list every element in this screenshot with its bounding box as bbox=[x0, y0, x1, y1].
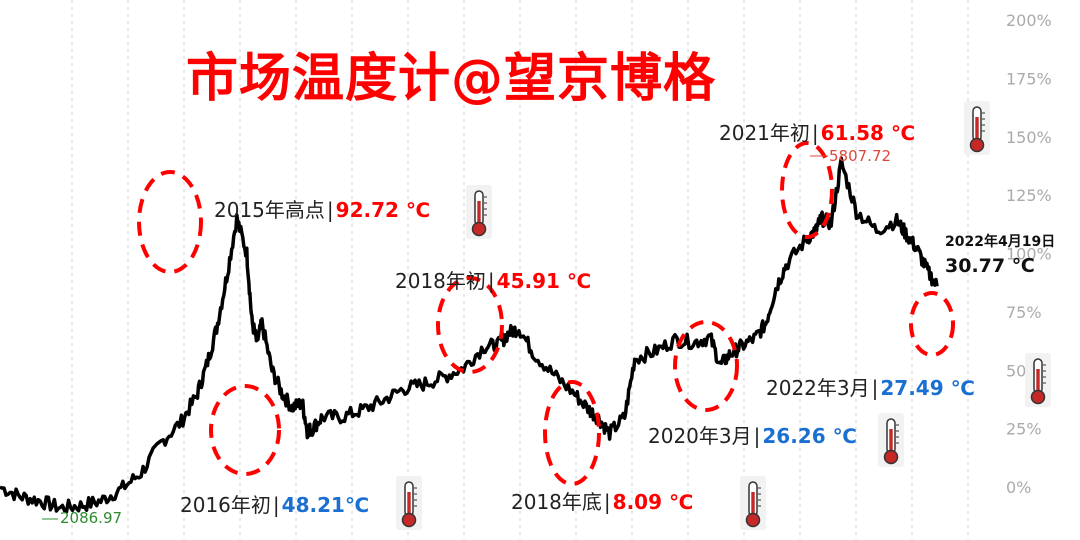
thermometer-icon bbox=[396, 476, 422, 530]
ellipse-2018-top bbox=[436, 276, 504, 374]
y-tick-label: 175% bbox=[1006, 69, 1052, 88]
title-text: 市场温度计@望京博格 bbox=[186, 49, 717, 109]
chart-title: 市场温度计@望京博格 bbox=[186, 36, 716, 111]
annotation-value: 61.58 ℃ bbox=[820, 121, 916, 145]
annotation-label: 2018年初 bbox=[395, 269, 486, 293]
annotation-value: 8.09 ℃ bbox=[612, 490, 694, 514]
latest-reading: 2022年4月19日 30.77 ℃ bbox=[945, 231, 1055, 277]
annotation-2018-top: 2018年初 | 45.91 ℃ bbox=[395, 269, 592, 293]
annotation-value: 26.26 ℃ bbox=[762, 424, 857, 448]
annotation-2018-bottom: 2018年底 | 8.09 ℃ bbox=[511, 490, 694, 514]
annotation-label: 2018年底 bbox=[511, 490, 602, 514]
annotation-value: 48.21℃ bbox=[281, 493, 370, 517]
ellipse-2020-march bbox=[673, 320, 739, 412]
ellipse-2021-start bbox=[780, 141, 834, 239]
annotation-2020-march: 2020年3月 | 26.26 ℃ bbox=[648, 424, 857, 448]
y-tick-label: 125% bbox=[1006, 186, 1052, 205]
thermometer-icon bbox=[1025, 353, 1051, 407]
thermometer-icon bbox=[466, 185, 492, 239]
ellipse-2022-march bbox=[909, 291, 955, 357]
series-line bbox=[0, 156, 939, 514]
annotation-value: 45.91 ℃ bbox=[496, 269, 592, 293]
y-tick-label: 150% bbox=[1006, 128, 1052, 147]
y-tick-label: 0% bbox=[1006, 478, 1031, 497]
annotation-label: 2020年3月 bbox=[648, 424, 752, 448]
thermometer-icon bbox=[964, 101, 990, 155]
annotation-2021-start: 2021年初 | 61.58 ℃ bbox=[719, 121, 916, 145]
latest-temp: 30.77 ℃ bbox=[945, 255, 1035, 277]
annotation-label: 2022年3月 bbox=[766, 376, 870, 400]
annotation-2015-peak: 2015年高点 | 92.72 ℃ bbox=[214, 198, 431, 222]
high-point-value: 5807.72 bbox=[829, 147, 892, 165]
highlight-ellipses bbox=[137, 141, 955, 486]
annotation-label: 2016年初 bbox=[180, 493, 271, 517]
latest-date: 2022年4月19日 bbox=[945, 234, 1056, 250]
ellipse-2015-peak bbox=[137, 170, 203, 274]
thermometer-icon bbox=[740, 476, 766, 530]
low-point-value: 2086.97 bbox=[60, 509, 123, 527]
point-markers bbox=[42, 155, 828, 520]
high-point-label: 5807.72 bbox=[829, 147, 891, 165]
low-point-label: 2086.97 bbox=[60, 509, 122, 527]
annotation-label: 2015年高点 bbox=[214, 198, 325, 222]
y-tick-label: 200% bbox=[1006, 11, 1052, 30]
y-tick-label: 75% bbox=[1006, 303, 1042, 322]
y-tick-label: 100% bbox=[1006, 245, 1052, 264]
annotation-label: 2021年初 bbox=[719, 121, 810, 145]
ellipse-2018-bottom bbox=[543, 380, 601, 486]
annotation-2016-start: 2016年初 | 48.21℃ bbox=[180, 493, 370, 517]
ellipse-2016-start bbox=[209, 384, 281, 476]
annotation-2022-march: 2022年3月 | 27.49 ℃ bbox=[766, 376, 975, 400]
y-tick-label: 25% bbox=[1006, 420, 1042, 439]
thermometer-icon bbox=[878, 413, 904, 467]
annotation-value: 27.49 ℃ bbox=[880, 376, 975, 400]
annotation-value: 92.72 ℃ bbox=[335, 198, 431, 222]
chart-grid bbox=[71, 0, 969, 540]
thermometer-icons bbox=[396, 101, 1051, 530]
